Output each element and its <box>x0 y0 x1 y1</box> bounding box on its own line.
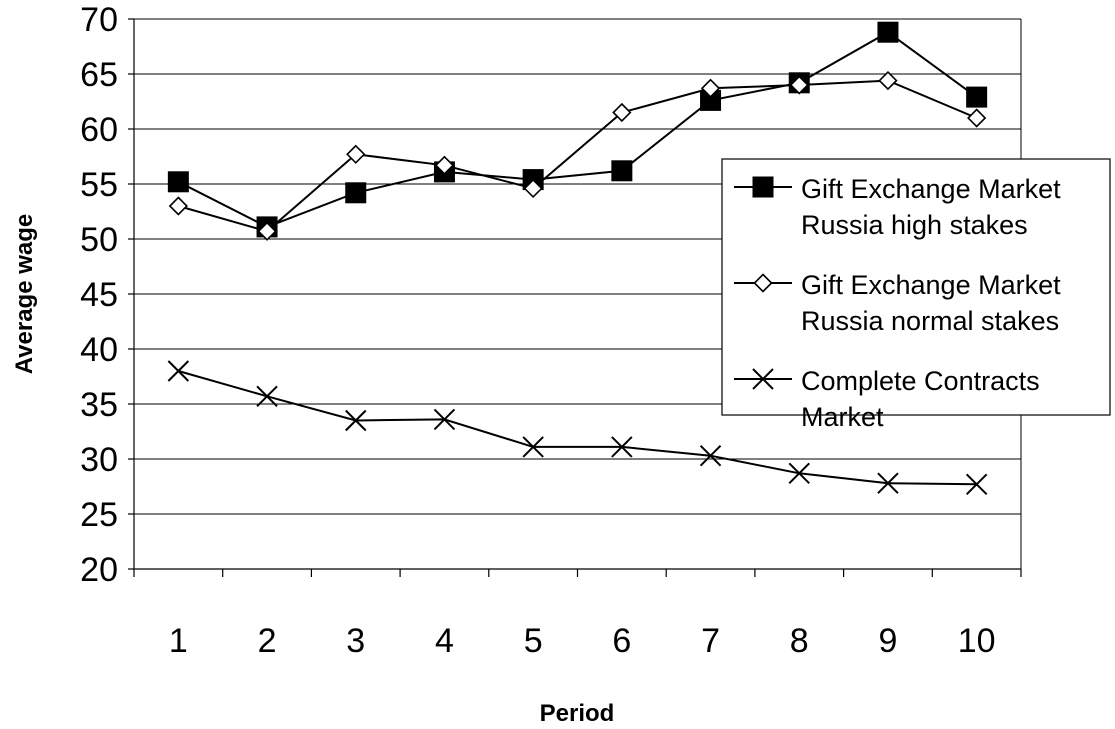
y-tick-label: 30 <box>80 441 118 479</box>
x-tick-label: 3 <box>346 622 365 660</box>
data-point <box>167 360 190 382</box>
series-line <box>178 370 977 486</box>
legend-box <box>721 158 1111 416</box>
data-point <box>877 21 899 43</box>
x-tick-label: 1 <box>169 622 188 660</box>
series-2 <box>168 70 987 241</box>
legend-label: Gift Exchange Market <box>801 174 1061 204</box>
data-point <box>434 155 455 175</box>
data-point <box>699 444 722 467</box>
y-tick-label: 50 <box>80 221 118 259</box>
x-tick-label: 6 <box>612 622 631 660</box>
data-point <box>433 408 456 431</box>
data-point <box>611 436 633 458</box>
data-point <box>877 472 899 494</box>
legend-entry-2: Gift Exchange Market Russia normal stakes <box>734 270 1061 336</box>
data-point <box>965 473 988 496</box>
legend-marker <box>753 273 773 293</box>
legend-entry-1: Gift Exchange Market Russia high stakes <box>734 174 1061 240</box>
data-point <box>345 182 367 204</box>
legend-label: Russia high stakes <box>801 210 1028 240</box>
data-point <box>257 221 277 241</box>
x-tick-label: 5 <box>524 622 543 660</box>
data-point <box>967 108 987 128</box>
y-tick-label: 70 <box>80 1 118 39</box>
legend-label: Market <box>801 402 884 432</box>
x-tick-label: 2 <box>258 622 277 660</box>
legend-label: Complete Contracts <box>801 366 1040 396</box>
data-point <box>878 70 898 91</box>
data-point <box>789 75 809 95</box>
x-tick-label: 4 <box>435 622 454 660</box>
y-tick-label: 25 <box>80 496 118 534</box>
x-tick-label: 10 <box>958 622 996 660</box>
data-point <box>167 171 189 193</box>
data-point <box>522 436 544 458</box>
series <box>167 21 988 496</box>
series-3 <box>167 360 988 496</box>
x-tick-label: 9 <box>878 622 897 660</box>
y-tick-label: 55 <box>80 166 118 204</box>
gridlines <box>134 18 1021 515</box>
data-point <box>345 409 367 432</box>
legend-label: Russia normal stakes <box>801 306 1059 336</box>
data-point <box>256 385 278 408</box>
data-point <box>346 144 366 164</box>
x-tick-label: 7 <box>701 622 720 660</box>
y-tick-label: 45 <box>80 276 118 314</box>
series-line <box>178 79 978 233</box>
x-tick-label: 8 <box>790 622 809 660</box>
y-tick-label: 65 <box>80 56 118 94</box>
y-axis-title: Average wage <box>11 214 38 375</box>
legend-marker <box>752 368 774 390</box>
y-tick-label: 40 <box>80 331 118 369</box>
data-point <box>611 160 633 182</box>
legend-label: Gift Exchange Market <box>801 270 1061 300</box>
data-point <box>523 178 543 199</box>
y-tick-label: 60 <box>80 111 118 149</box>
data-point <box>788 462 810 485</box>
data-point <box>612 102 632 123</box>
data-point <box>700 78 721 98</box>
y-tick-label: 35 <box>80 386 118 424</box>
data-point <box>966 86 988 108</box>
x-axis-title: Period <box>540 700 615 727</box>
y-tick-label: 20 <box>80 551 118 589</box>
series-line <box>177 31 978 228</box>
legend-marker <box>752 176 774 198</box>
legend-entry-3: Complete Contracts Market <box>734 366 1040 432</box>
data-point <box>168 196 188 216</box>
